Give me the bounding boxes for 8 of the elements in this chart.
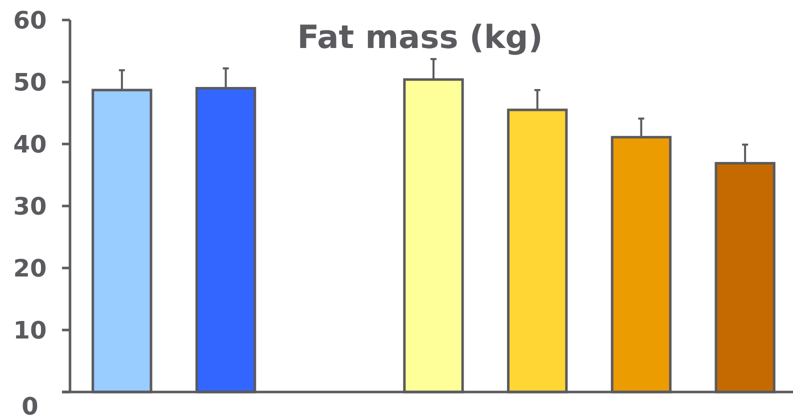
y-tick-label: 0	[22, 392, 38, 419]
y-tick-label: 10	[13, 316, 47, 344]
y-tick-label: 40	[13, 130, 47, 158]
y-tick-label: 50	[13, 68, 47, 96]
y-tick-label: 60	[13, 6, 47, 34]
chart-title: Fat mass (kg)	[297, 18, 543, 56]
y-tick-label: 20	[13, 254, 47, 282]
y-tick-label: 30	[13, 192, 47, 220]
